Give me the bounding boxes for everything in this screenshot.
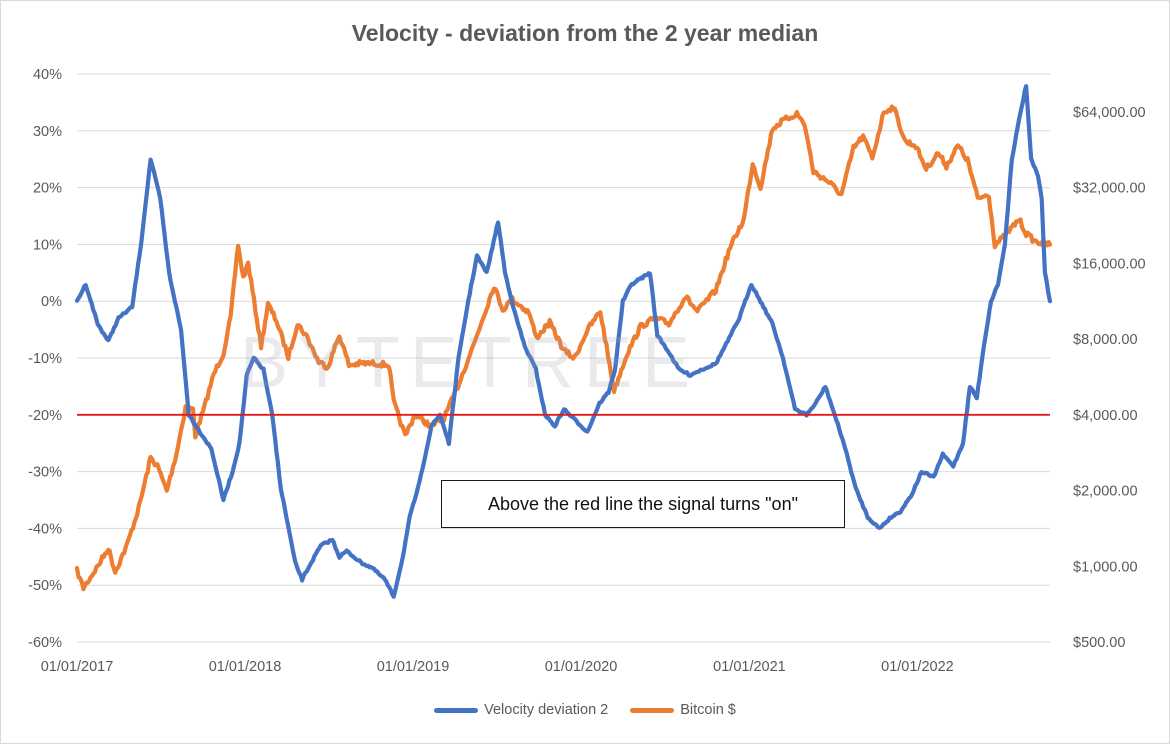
right-tick-label: $2,000.00 xyxy=(1073,484,1138,500)
x-tick-label: 01/01/2020 xyxy=(545,659,618,675)
left-tick-label: 20% xyxy=(33,181,62,197)
left-tick-label: 10% xyxy=(33,237,62,253)
legend-label-velocity: Velocity deviation 2 xyxy=(484,702,609,718)
left-tick-label: 40% xyxy=(33,67,62,83)
legend-label-bitcoin: Bitcoin $ xyxy=(680,702,736,718)
left-tick-label: 30% xyxy=(33,124,62,140)
right-tick-label: $1,000.00 xyxy=(1073,559,1138,575)
right-axis-ticks: $64,000.00 $32,000.00 $16,000.00 $8,000.00 $… xyxy=(1073,105,1146,651)
left-tick-label: -20% xyxy=(28,408,62,424)
legend: Velocity deviation 2 Bitcoin $ xyxy=(0,702,1170,718)
right-tick-label: $32,000.00 xyxy=(1073,181,1146,197)
left-tick-label: 0% xyxy=(41,294,62,310)
right-tick-label: $16,000.00 xyxy=(1073,256,1146,272)
left-tick-label: -40% xyxy=(28,521,62,537)
series-layer xyxy=(74,84,1053,599)
x-tick-label: 01/01/2018 xyxy=(209,659,282,675)
legend-swatch-velocity xyxy=(434,707,479,713)
left-tick-label: -60% xyxy=(28,635,62,651)
x-axis-ticks: 01/01/2017 01/01/2018 01/01/2019 01/01/2020… xyxy=(41,659,954,675)
left-tick-label: -10% xyxy=(28,351,62,367)
velocity-deviation-line xyxy=(74,84,1053,599)
legend-item-bitcoin: Bitcoin $ xyxy=(630,702,736,718)
x-tick-label: 01/01/2017 xyxy=(41,659,114,675)
right-tick-label: $500.00 xyxy=(1073,635,1125,651)
legend-item-velocity: Velocity deviation 2 xyxy=(434,702,608,718)
chart-title: Velocity - deviation from the 2 year med… xyxy=(351,20,819,46)
annotation-text: Above the red line the signal turns "on" xyxy=(488,493,798,514)
left-axis-ticks: 40% 30% 20% 10% 0% -10% -20% -30% -40% -50% -60% xyxy=(28,67,62,651)
left-tick-label: -50% xyxy=(28,578,62,594)
x-tick-label: 01/01/2021 xyxy=(713,659,786,675)
bitcoin-price-line xyxy=(74,104,1053,592)
right-tick-label: $8,000.00 xyxy=(1073,332,1138,348)
annotation-box: Above the red line the signal turns "on" xyxy=(441,480,845,528)
right-tick-label: $4,000.00 xyxy=(1073,408,1138,424)
right-tick-label: $64,000.00 xyxy=(1073,105,1146,121)
watermark: BYTETREE xyxy=(240,323,701,403)
legend-swatch-bitcoin xyxy=(630,707,675,713)
x-tick-label: 01/01/2019 xyxy=(377,659,450,675)
x-tick-label: 01/01/2022 xyxy=(881,659,954,675)
left-tick-label: -30% xyxy=(28,465,62,481)
